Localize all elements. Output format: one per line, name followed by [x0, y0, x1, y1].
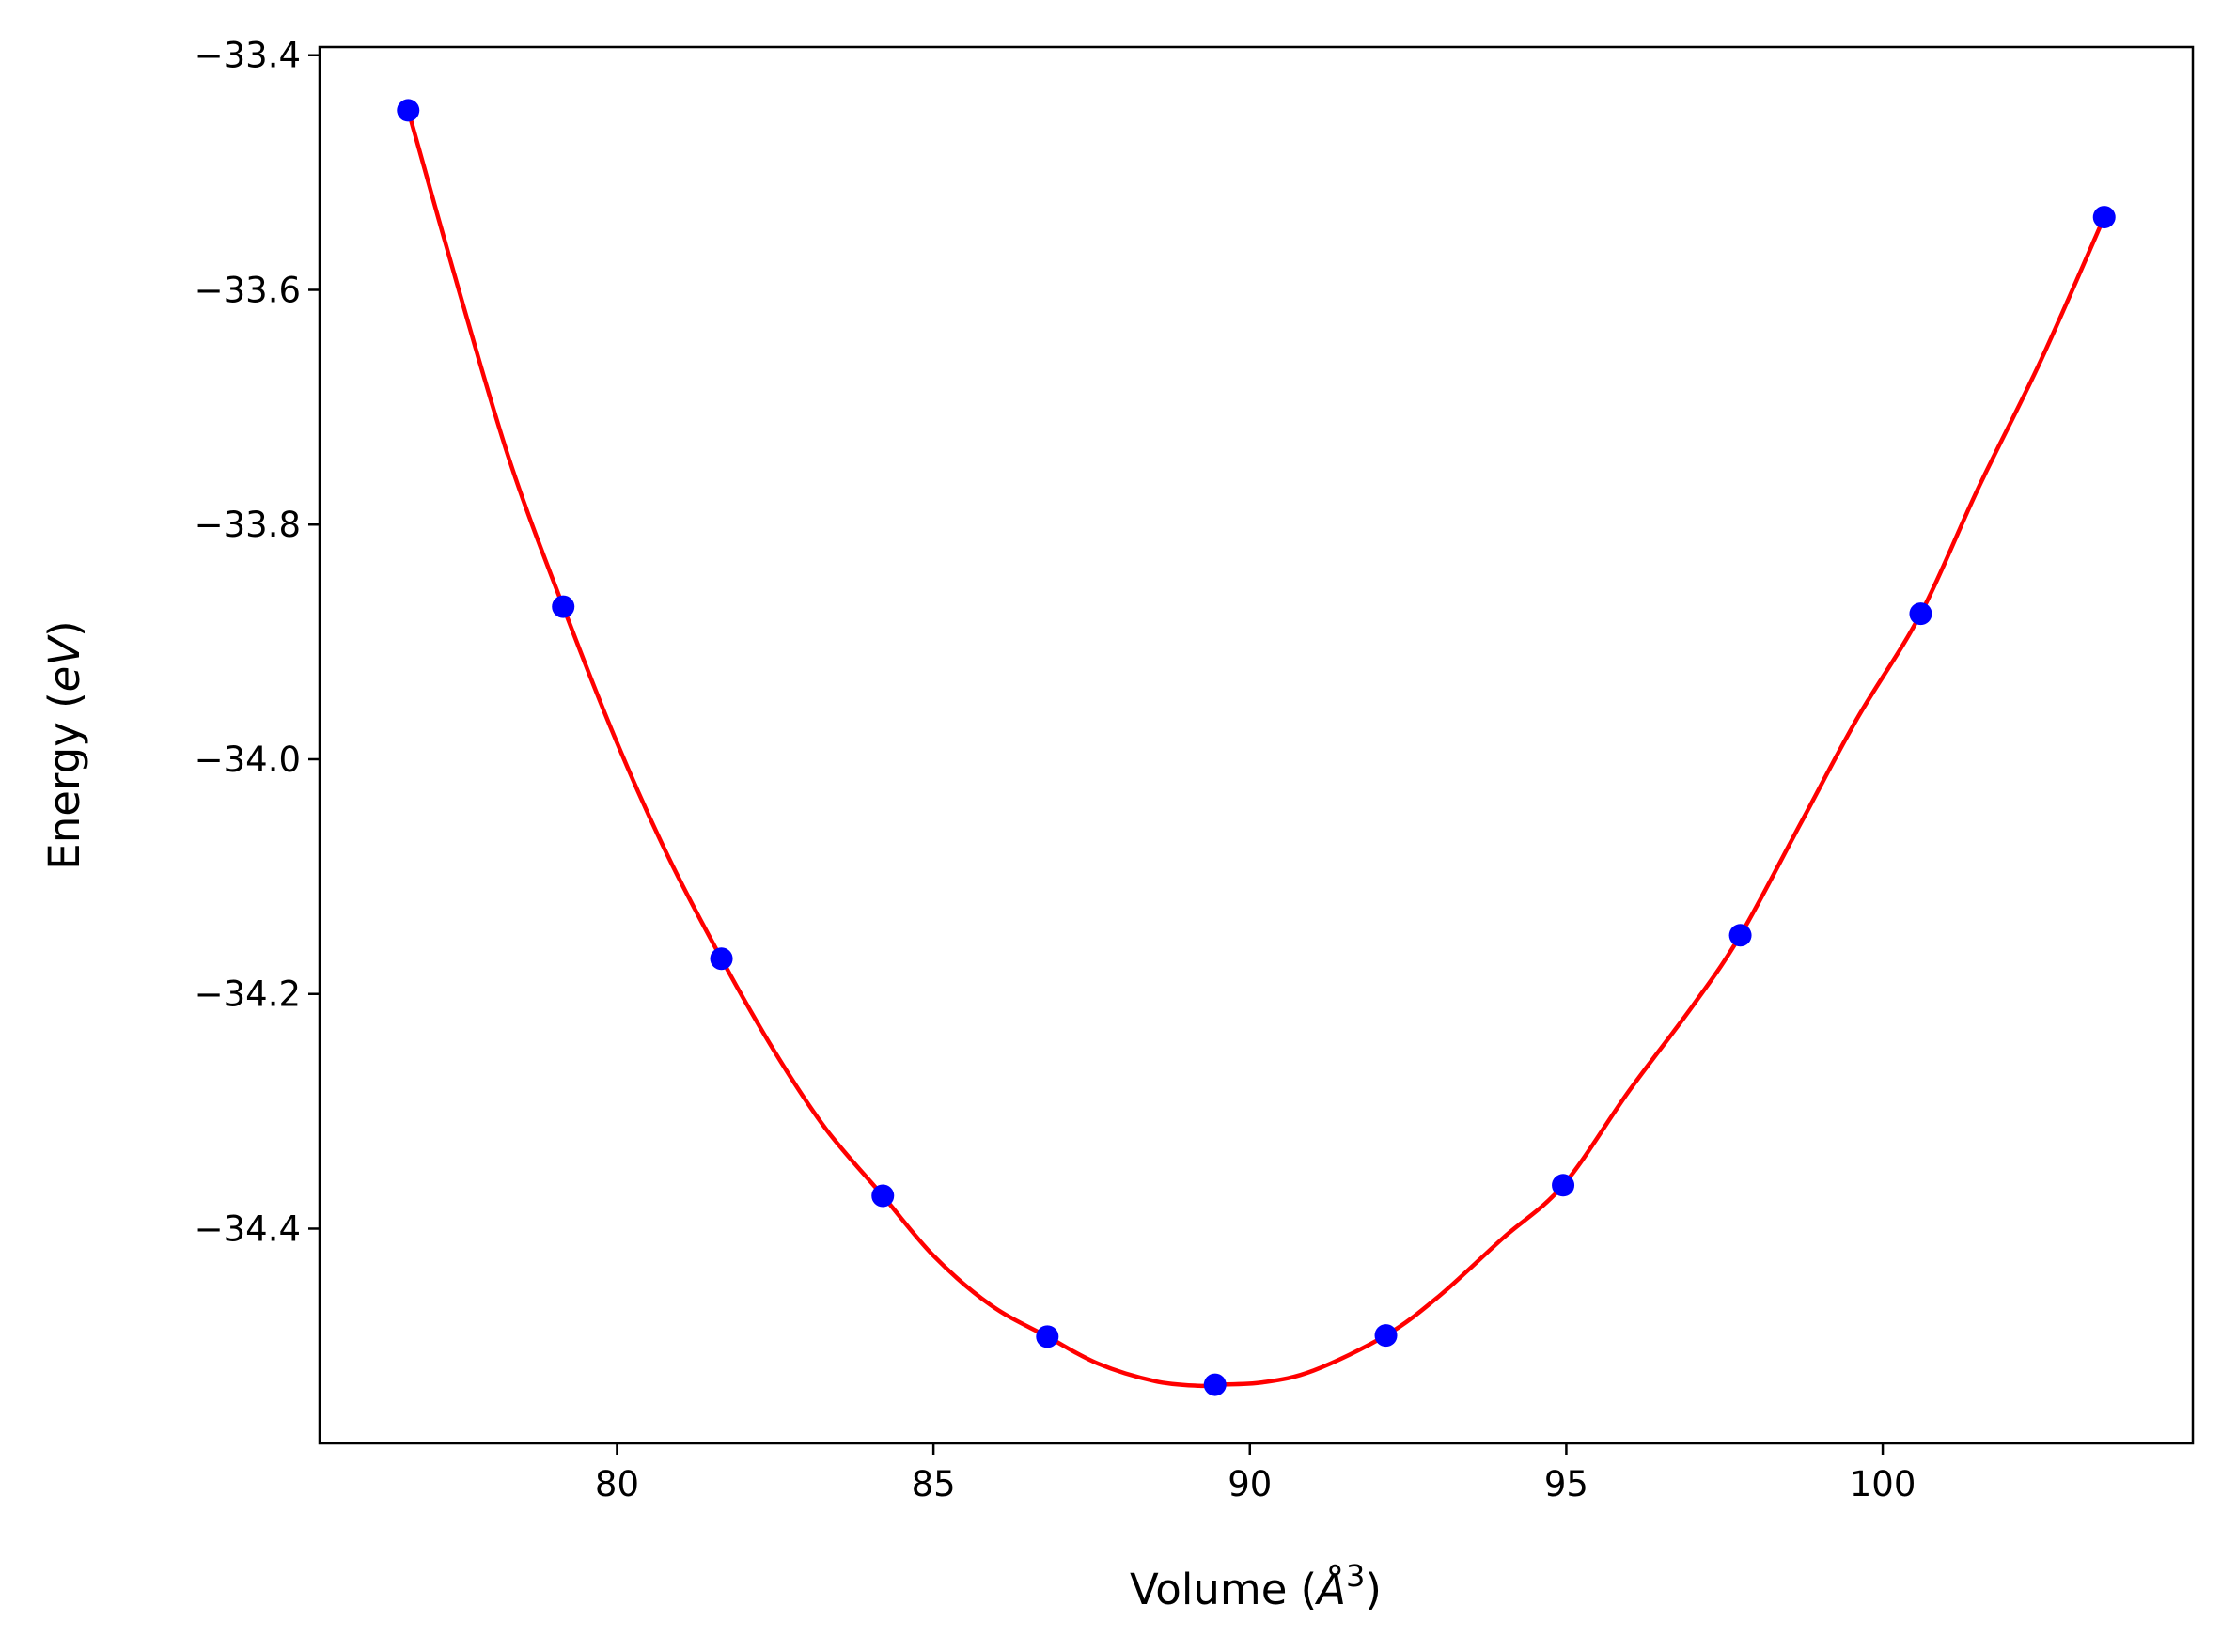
y-tick-label: −34.2	[195, 974, 301, 1015]
x-tick-label: 85	[912, 1464, 956, 1504]
y-tick-label: −34.4	[195, 1208, 301, 1249]
data-point	[1036, 1325, 1059, 1348]
y-axis-label: Energy (eV)	[39, 620, 89, 869]
x-axis-ticks: 80 85 90 95 100	[595, 1443, 1916, 1504]
data-point	[2092, 206, 2116, 229]
y-axis-ticks: −33.4 −33.6 −33.8 −34.0 −34.2 −34.4	[195, 36, 320, 1249]
x-tick-label: 95	[1544, 1464, 1588, 1504]
data-point	[552, 595, 575, 618]
data-points	[397, 99, 2116, 1396]
x-tick-label: 100	[1850, 1464, 1916, 1504]
y-tick-label: −33.8	[195, 505, 301, 545]
data-point	[1203, 1373, 1227, 1396]
data-point	[871, 1184, 895, 1208]
data-point	[397, 99, 420, 122]
plot-frame	[318, 45, 2195, 1445]
plot-area	[320, 47, 2193, 1443]
data-point	[1909, 602, 1932, 626]
y-tick-label: −34.0	[195, 740, 301, 780]
data-point	[1728, 924, 1752, 947]
y-tick-label: −33.6	[195, 270, 301, 310]
data-point	[710, 947, 733, 971]
data-point	[1374, 1324, 1398, 1348]
y-tick-label: −33.4	[195, 36, 301, 76]
x-tick-label: 90	[1228, 1464, 1272, 1504]
x-tick-label: 80	[595, 1464, 639, 1504]
data-point	[1552, 1174, 1575, 1197]
x-axis-label: Volume (Å3)	[1130, 1558, 1382, 1614]
